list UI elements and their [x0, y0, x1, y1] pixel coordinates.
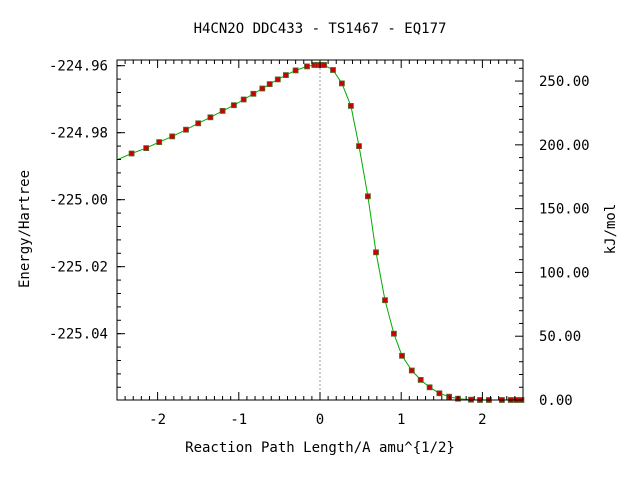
- data-point: [207, 114, 214, 121]
- data-point: [292, 67, 299, 74]
- data-point: [250, 90, 257, 97]
- y2-axis-label: kJ/mol: [603, 204, 619, 255]
- ticks-layer: -2 -1 0 1 2 -224.96 -224.98 -225.00 -225.02 -225.…: [49, 59, 590, 428]
- series-line: [116, 64, 522, 401]
- data-point: [219, 108, 226, 114]
- data-point: [347, 103, 354, 109]
- x-tick-label: -2: [149, 412, 166, 428]
- data-point: [330, 67, 336, 73]
- data-point: [446, 393, 453, 400]
- data-point: [274, 76, 281, 83]
- x-tick-label: -1: [230, 412, 247, 428]
- y-tick-label: -225.04: [49, 327, 108, 343]
- x-tick-label: 0: [316, 412, 324, 428]
- data-point: [183, 126, 189, 133]
- y-tick-label: -225.00: [49, 193, 108, 209]
- data-point: [356, 143, 362, 150]
- y-tick-label: -225.02: [49, 260, 108, 276]
- data-point: [195, 120, 202, 127]
- x-axis-label: Reaction Path Length/A amu^{1/2}: [185, 440, 455, 456]
- data-point: [259, 85, 266, 92]
- data-point: [364, 193, 371, 200]
- data-point: [426, 384, 433, 391]
- y2-tick-label: 200.00: [539, 138, 590, 154]
- data-point: [240, 96, 247, 103]
- data-point: [282, 72, 289, 78]
- data-point: [338, 80, 345, 87]
- y2-tick-label: 250.00: [539, 74, 590, 90]
- data-point: [169, 133, 176, 140]
- x-tick-label: 2: [478, 412, 486, 428]
- data-point: [321, 62, 328, 68]
- data-point: [156, 139, 163, 146]
- data-point: [417, 376, 424, 383]
- data-point: [390, 330, 397, 337]
- data-point: [266, 81, 273, 87]
- data-point: [230, 102, 237, 109]
- y2-tick-label: 0.00: [539, 393, 573, 409]
- data-point: [304, 63, 310, 70]
- y2-tick-label: 50.00: [539, 329, 581, 345]
- y-tick-label: -224.96: [49, 59, 108, 75]
- data-point: [128, 150, 135, 157]
- chart-title: H4CN2O DDC433 - TS1467 - EQ177: [194, 21, 447, 37]
- y2-tick-label: 150.00: [539, 202, 590, 218]
- data-point: [373, 249, 379, 256]
- y2-tick-label: 100.00: [539, 265, 590, 281]
- data-point: [399, 352, 405, 359]
- data-point: [436, 390, 443, 397]
- y-tick-label: -224.98: [49, 126, 108, 142]
- data-point: [382, 297, 388, 304]
- x-tick-label: 1: [397, 412, 405, 428]
- y-axis-label: Energy/Hartree: [17, 170, 33, 288]
- data-point: [143, 145, 150, 152]
- data-point: [408, 367, 415, 374]
